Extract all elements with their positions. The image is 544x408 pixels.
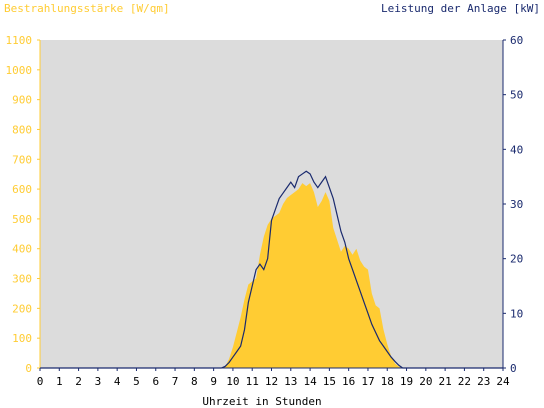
right-tick-label: 10 bbox=[510, 307, 523, 320]
right-tick-label: 30 bbox=[510, 198, 523, 211]
power-line bbox=[40, 170, 503, 369]
x-tick-label: 6 bbox=[152, 375, 159, 388]
x-tick-label: 13 bbox=[284, 375, 297, 388]
x-tick-label: 0 bbox=[37, 375, 44, 388]
x-tick-label: 21 bbox=[439, 375, 452, 388]
x-tick-label: 5 bbox=[133, 375, 140, 388]
x-tick-label: 4 bbox=[114, 375, 121, 388]
x-tick-label: 8 bbox=[191, 375, 198, 388]
x-tick-label: 22 bbox=[458, 375, 471, 388]
x-tick-label: 23 bbox=[477, 375, 490, 388]
left-tick-label: 300 bbox=[12, 273, 32, 286]
right-tick-label: 60 bbox=[510, 34, 523, 47]
x-tick-label: 17 bbox=[361, 375, 374, 388]
right-tick-label: 40 bbox=[510, 143, 523, 156]
left-tick-label: 1100 bbox=[6, 34, 33, 47]
x-tick-label: 18 bbox=[381, 375, 394, 388]
x-tick-label: 10 bbox=[226, 375, 239, 388]
left-tick-label: 700 bbox=[12, 153, 32, 166]
left-tick-label: 600 bbox=[12, 183, 32, 196]
left-tick-label: 400 bbox=[12, 243, 32, 256]
x-tick-label: 19 bbox=[400, 375, 413, 388]
x-tick-label: 3 bbox=[95, 375, 102, 388]
left-tick-label: 800 bbox=[12, 123, 32, 136]
x-tick-label: 16 bbox=[342, 375, 355, 388]
right-tick-label: 50 bbox=[510, 89, 523, 102]
series-layer bbox=[40, 170, 503, 369]
x-tick-label: 24 bbox=[496, 375, 510, 388]
x-tick-label: 15 bbox=[323, 375, 336, 388]
x-tick-label: 1 bbox=[56, 375, 63, 388]
x-axis-title: Uhrzeit in Stunden bbox=[202, 395, 321, 408]
irradiance-area bbox=[40, 183, 503, 368]
x-tick-label: 12 bbox=[265, 375, 278, 388]
left-tick-label: 0 bbox=[25, 362, 32, 375]
axes-layer: 0100200300400500600700800900100011000102… bbox=[6, 34, 524, 388]
x-tick-label: 2 bbox=[75, 375, 82, 388]
left-axis-title: Bestrahlungsstärke [W/qm] bbox=[4, 2, 170, 15]
x-tick-label: 7 bbox=[172, 375, 179, 388]
x-tick-label: 9 bbox=[210, 375, 217, 388]
right-tick-label: 20 bbox=[510, 253, 523, 266]
x-tick-label: 11 bbox=[246, 375, 259, 388]
left-tick-label: 200 bbox=[12, 302, 32, 315]
left-tick-label: 900 bbox=[12, 94, 32, 107]
left-tick-label: 1000 bbox=[6, 64, 33, 77]
right-axis-title: Leistung der Anlage [kW] bbox=[381, 2, 540, 15]
left-tick-label: 100 bbox=[12, 332, 32, 345]
right-tick-label: 0 bbox=[510, 362, 517, 375]
x-tick-label: 14 bbox=[303, 375, 317, 388]
x-tick-label: 20 bbox=[419, 375, 432, 388]
left-tick-label: 500 bbox=[12, 213, 32, 226]
